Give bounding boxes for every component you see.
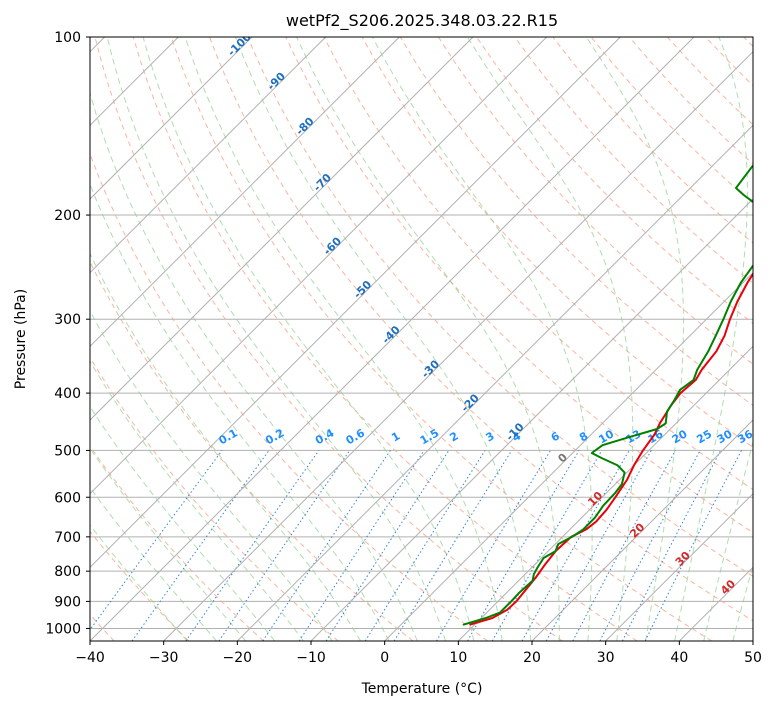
isotherm-line — [90, 37, 621, 569]
isotherm-line — [90, 37, 548, 495]
y-tick-label: 100 — [54, 30, 81, 46]
moist-adiabat — [371, 37, 593, 641]
dry-adiabat — [90, 530, 190, 641]
isotherm-line — [90, 37, 327, 274]
isotherm-line — [90, 37, 253, 200]
moist-adiabat — [674, 37, 748, 641]
sounding-traces — [462, 163, 753, 626]
mixing-ratio-line — [644, 450, 742, 641]
isotherm-line — [163, 50, 753, 641]
x-tick-label: −40 — [75, 650, 105, 666]
x-tick-label: −30 — [149, 650, 179, 666]
dry-adiabat — [247, 37, 753, 577]
isotherm-line — [384, 271, 753, 641]
moist-adiabat — [585, 37, 684, 641]
moist-adiabat — [184, 37, 503, 641]
y-tick-label: 600 — [54, 490, 81, 506]
y-axis-ticks: 100 200 300 400 500 600 700 800 900 1000 — [45, 30, 90, 637]
y-tick-label: 700 — [54, 530, 81, 546]
x-tick-label: 30 — [597, 650, 615, 666]
pressure-gridlines — [90, 37, 753, 629]
plot-area: 0.1 0.2 0.4 0.6 1 1.5 2 3 4 6 8 10 13 16 20 25 30 36-100-… — [90, 37, 755, 641]
dry-adiabat — [132, 37, 638, 641]
isotherm-line — [457, 345, 753, 641]
mixing-ratio-line — [298, 450, 425, 641]
mixing-ratio-line — [393, 450, 513, 641]
plot-frame — [89, 36, 754, 642]
dry-adiabat — [514, 37, 753, 284]
x-axis-ticks: −40 −30 −20 −10 0 10 20 30 40 50 — [75, 641, 762, 666]
x-tick-label: 50 — [744, 650, 762, 666]
isotherm-line — [236, 124, 753, 641]
x-tick-label: −10 — [296, 650, 326, 666]
dewpoint-line — [462, 163, 753, 626]
moist-adiabat — [90, 405, 276, 641]
dry-adiabat — [90, 152, 488, 641]
moist-adiabat — [90, 252, 362, 641]
dry-adiabat — [90, 445, 264, 641]
x-tick-label: 20 — [523, 650, 541, 666]
isotherm-line — [90, 37, 695, 641]
mixing-ratio-line — [572, 450, 676, 641]
isotherm-line — [310, 198, 753, 641]
moist-adiabat — [90, 486, 217, 641]
dry-adiabat — [399, 37, 753, 407]
dry-adiabat — [209, 37, 753, 622]
chart-title: wetPf2_S206.2025.348.03.22.R15 — [286, 11, 558, 31]
moist-adiabat — [106, 37, 447, 641]
moist-adiabat — [142, 37, 475, 641]
y-tick-label: 1000 — [45, 621, 81, 637]
x-tick-label: 10 — [449, 650, 467, 666]
dry-adiabat — [94, 37, 563, 641]
moist-adiabat — [732, 563, 753, 641]
mixing-ratio-line — [521, 450, 630, 641]
isotherms — [90, 37, 753, 641]
mixing-ratio-line — [621, 450, 722, 641]
y-axis-label: Pressure (hPa) — [13, 289, 29, 389]
isotherm-line — [531, 419, 753, 641]
mixing-ratio-line — [90, 450, 223, 631]
x-axis-label: Temperature (°C) — [361, 681, 483, 697]
mixing-ratio-line — [545, 450, 652, 641]
y-tick-label: 200 — [54, 208, 81, 224]
mixing-ratio-line — [185, 450, 320, 641]
y-tick-label: 300 — [54, 312, 81, 328]
moist-adiabat — [90, 310, 333, 641]
moist-adiabat — [90, 182, 390, 641]
x-tick-label: 40 — [670, 650, 688, 666]
isotherm-line — [90, 37, 474, 421]
y-tick-label: 400 — [54, 386, 81, 402]
temperature-line — [469, 272, 753, 626]
y-tick-label: 900 — [54, 594, 81, 610]
x-tick-label: 0 — [380, 650, 389, 666]
dry-adiabat — [170, 37, 712, 641]
isotherm-line — [90, 37, 400, 348]
y-tick-label: 500 — [54, 443, 81, 459]
moist-adiabat — [703, 439, 753, 641]
moist-adiabat — [90, 91, 418, 641]
mixing-ratio-line — [325, 450, 450, 641]
x-tick-label: −20 — [223, 650, 253, 666]
mixing-ratio-line — [218, 450, 351, 641]
moist-adiabat — [90, 447, 247, 641]
mixing-ratio-label: 36 — [735, 427, 755, 446]
isotherm-line — [605, 492, 753, 641]
dry-adiabat — [90, 356, 339, 641]
y-tick-label: 800 — [54, 564, 81, 580]
mixing-ratio-line — [262, 450, 391, 641]
